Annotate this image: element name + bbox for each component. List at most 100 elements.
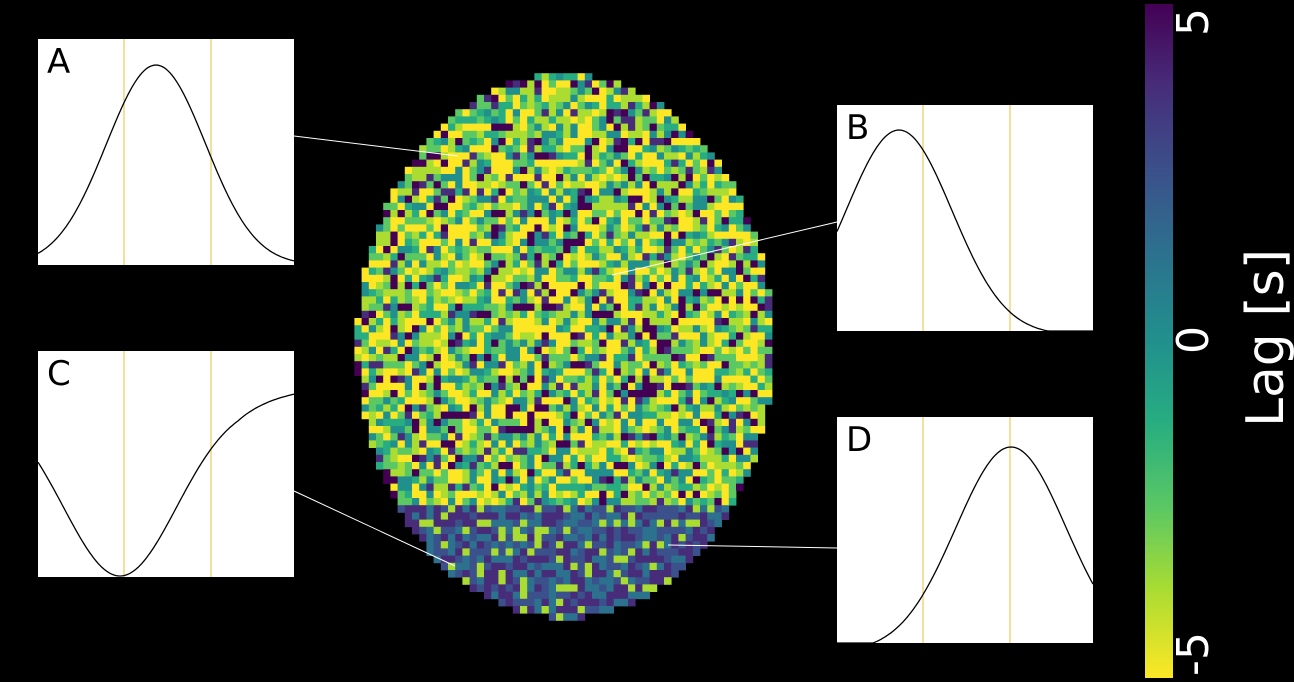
- lag-voxel: [563, 289, 571, 297]
- lag-voxel: [541, 584, 550, 592]
- lag-voxel: [455, 519, 463, 528]
- lag-voxel: [376, 440, 384, 448]
- lag-voxel: [512, 541, 521, 549]
- lag-voxel: [577, 217, 586, 225]
- lag-voxel: [700, 346, 708, 355]
- lag-voxel: [620, 591, 629, 600]
- lag-voxel: [599, 318, 607, 326]
- lag-voxel: [412, 490, 420, 499]
- lag-voxel: [599, 418, 607, 427]
- lag-voxel: [505, 138, 514, 146]
- lag-voxel: [577, 361, 586, 369]
- lag-voxel: [649, 325, 658, 333]
- lag-voxel: [412, 195, 420, 204]
- lag-voxel: [563, 303, 571, 312]
- lag-voxel: [606, 318, 614, 326]
- lag-voxel: [671, 231, 679, 240]
- lag-voxel: [664, 260, 672, 268]
- lag-voxel: [469, 253, 478, 261]
- lag-voxel: [606, 404, 614, 412]
- lag-voxel: [404, 325, 413, 333]
- lag-voxel: [656, 238, 665, 247]
- lag-voxel: [721, 368, 730, 376]
- lag-voxel: [721, 217, 730, 225]
- lag-voxel: [707, 195, 715, 204]
- lag-voxel: [512, 354, 521, 362]
- lag-voxel: [656, 246, 665, 254]
- lag-voxel: [404, 296, 413, 304]
- lag-voxel: [620, 490, 629, 499]
- lag-voxel: [491, 109, 499, 117]
- lag-voxel: [757, 339, 766, 348]
- lag-voxel: [476, 202, 485, 211]
- lag-voxel: [613, 577, 622, 585]
- lag-voxel: [649, 483, 658, 492]
- lag-voxel: [491, 361, 499, 369]
- lag-voxel: [440, 375, 449, 384]
- lag-voxel: [462, 138, 470, 146]
- lag-voxel: [498, 541, 506, 549]
- lag-voxel: [671, 454, 679, 463]
- lag-voxel: [448, 195, 456, 204]
- lag-voxel: [606, 296, 614, 304]
- lag-voxel: [664, 152, 672, 160]
- lag-voxel: [628, 346, 636, 355]
- lag-voxel: [592, 152, 600, 160]
- lag-voxel: [664, 490, 672, 499]
- lag-voxel: [620, 159, 629, 168]
- lag-voxel: [548, 138, 557, 146]
- lag-voxel: [606, 188, 614, 196]
- lag-voxel: [512, 296, 521, 304]
- lag-voxel: [692, 246, 701, 254]
- lag-voxel: [613, 526, 622, 535]
- lag-voxel: [592, 231, 600, 240]
- lag-voxel: [512, 166, 521, 175]
- lag-voxel: [700, 447, 708, 456]
- lag-voxel: [512, 310, 521, 319]
- lag-voxel: [700, 354, 708, 362]
- lag-voxel: [534, 418, 542, 427]
- lag-voxel: [520, 123, 528, 132]
- lag-voxel: [498, 577, 506, 585]
- lag-voxel: [412, 454, 420, 463]
- lag-voxel: [505, 195, 514, 204]
- lag-voxel: [584, 260, 593, 268]
- lag-voxel: [505, 382, 514, 391]
- lag-voxel: [570, 318, 578, 326]
- lag-voxel: [592, 490, 600, 499]
- lag-voxel: [685, 310, 694, 319]
- lag-voxel: [462, 174, 470, 182]
- lag-voxel: [462, 109, 470, 117]
- lag-voxel: [577, 454, 586, 463]
- lag-voxel: [685, 541, 694, 549]
- lag-voxel: [584, 512, 593, 520]
- lag-voxel: [534, 260, 542, 268]
- lag-voxel: [678, 454, 686, 463]
- lag-voxel: [440, 505, 449, 513]
- lag-voxel: [678, 310, 686, 319]
- lag-voxel: [484, 188, 492, 196]
- lag-voxel: [714, 447, 722, 456]
- lag-voxel: [455, 534, 463, 542]
- lag-voxel: [721, 505, 730, 513]
- lag-voxel: [498, 498, 506, 506]
- lag-voxel: [512, 253, 521, 261]
- lag-voxel: [433, 505, 442, 513]
- lag-voxel: [390, 382, 398, 391]
- lag-voxel: [628, 368, 636, 376]
- lag-voxel: [469, 346, 478, 355]
- lag-voxel: [656, 274, 665, 283]
- lag-voxel: [613, 354, 622, 362]
- lag-voxel: [577, 202, 586, 211]
- lag-voxel: [512, 94, 521, 103]
- lag-voxel: [404, 310, 413, 319]
- lag-voxel: [498, 534, 506, 542]
- lag-voxel: [440, 274, 449, 283]
- lag-voxel: [664, 368, 672, 376]
- lag-voxel: [419, 282, 427, 290]
- lag-voxel: [469, 159, 478, 168]
- lag-voxel: [476, 123, 485, 132]
- lag-voxel: [433, 469, 442, 477]
- lag-voxel: [628, 490, 636, 499]
- panel-b-plot: [837, 105, 1093, 331]
